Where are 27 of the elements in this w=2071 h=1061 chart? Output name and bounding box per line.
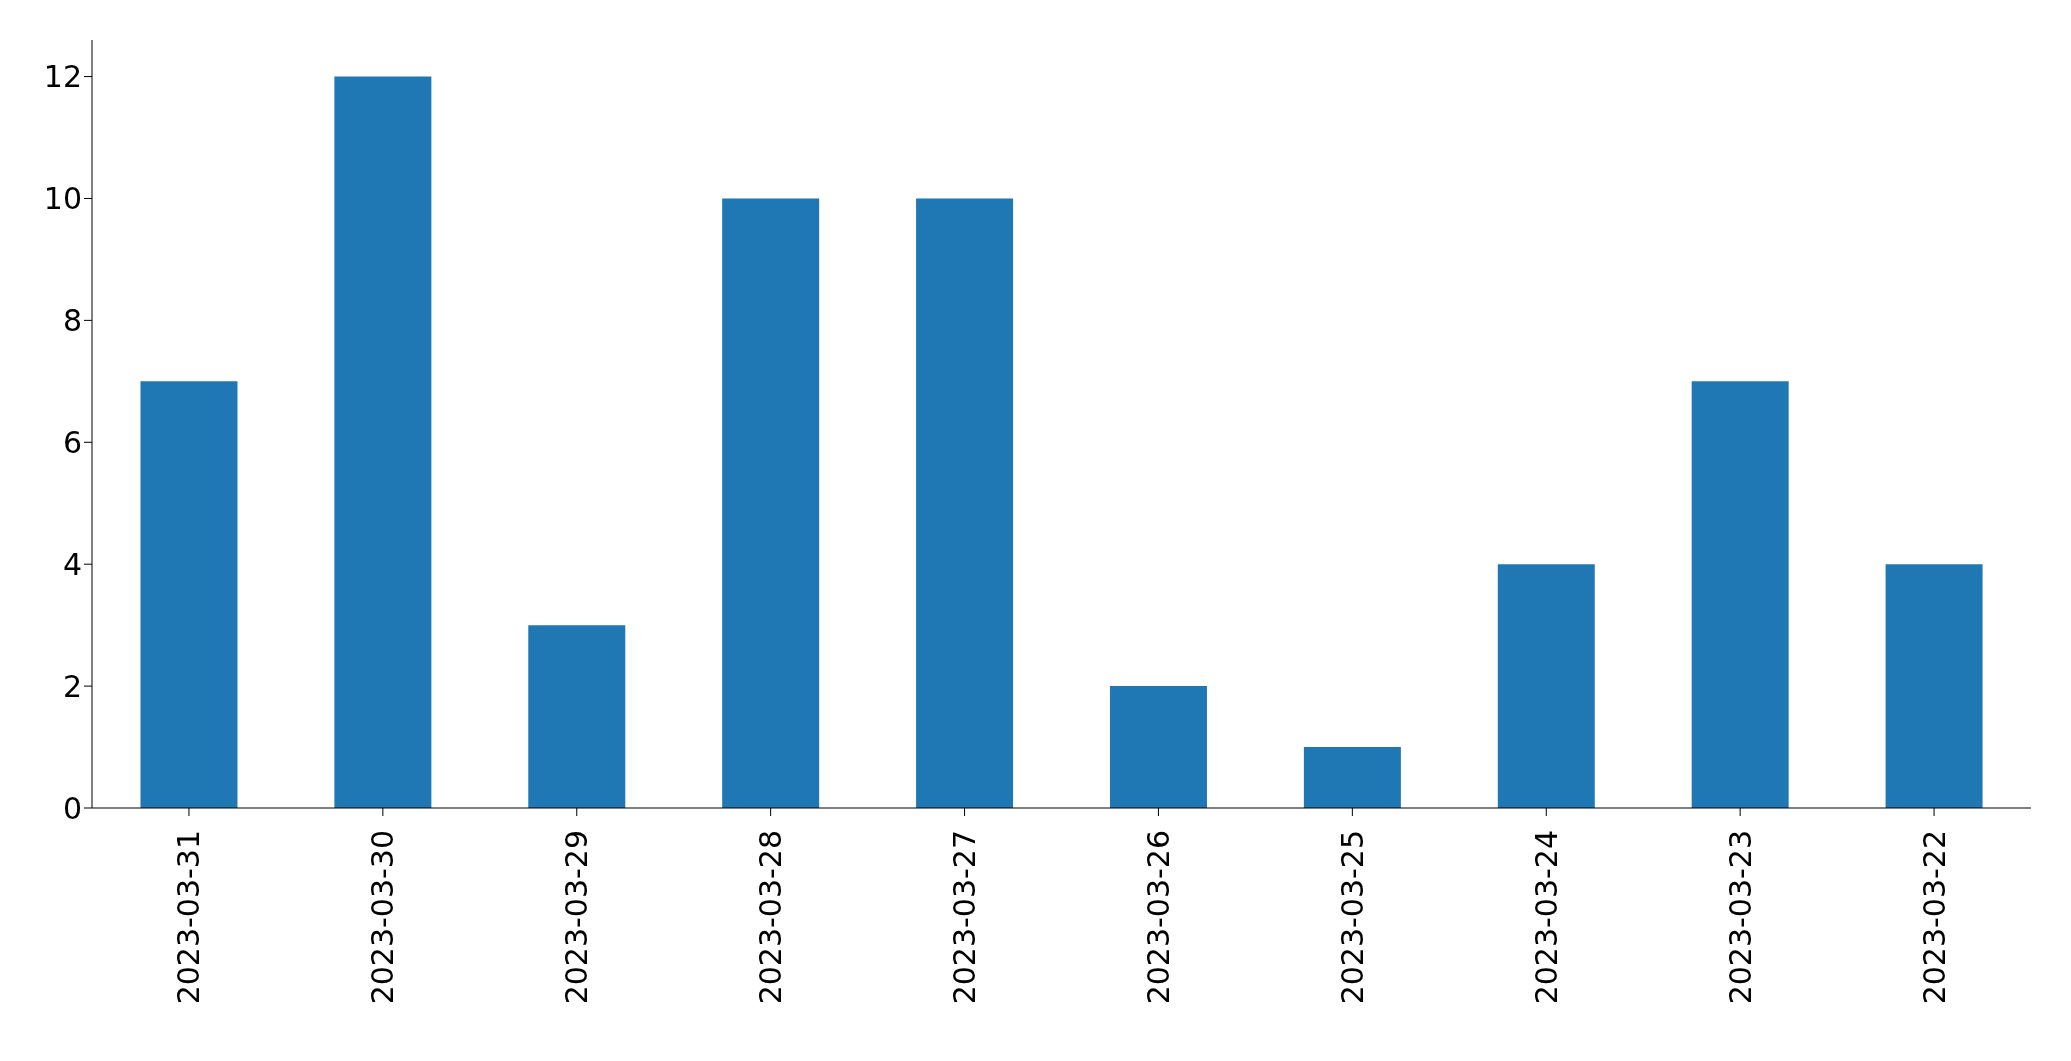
bar	[1885, 564, 1983, 808]
bar	[528, 625, 626, 808]
x-tick-label: 2023-03-29	[559, 830, 595, 1005]
x-tick-label: 2023-03-26	[1140, 830, 1176, 1005]
x-tick-label: 2023-03-25	[1334, 830, 1370, 1005]
bar	[1691, 381, 1789, 808]
bar	[1109, 686, 1207, 808]
y-tick-label: 10	[43, 181, 82, 217]
bar	[140, 381, 238, 808]
bar	[1303, 747, 1401, 808]
x-tick-label: 2023-03-23	[1722, 830, 1758, 1005]
x-tick-label: 2023-03-28	[753, 830, 789, 1005]
bar	[916, 198, 1014, 808]
bar	[722, 198, 820, 808]
y-tick-label: 6	[62, 424, 82, 460]
x-tick-label: 2023-03-31	[171, 830, 207, 1005]
y-tick-label: 0	[62, 790, 82, 826]
y-tick-label: 12	[43, 59, 82, 95]
x-tick-label: 2023-03-22	[1916, 830, 1952, 1005]
y-tick-label: 2	[62, 668, 82, 704]
bar	[334, 76, 432, 808]
y-tick-label: 8	[62, 303, 82, 339]
x-tick-label: 2023-03-27	[947, 830, 983, 1005]
x-tick-label: 2023-03-30	[365, 830, 401, 1005]
bar	[1497, 564, 1595, 808]
x-tick-label: 2023-03-24	[1528, 830, 1564, 1005]
y-tick-label: 4	[62, 546, 82, 582]
